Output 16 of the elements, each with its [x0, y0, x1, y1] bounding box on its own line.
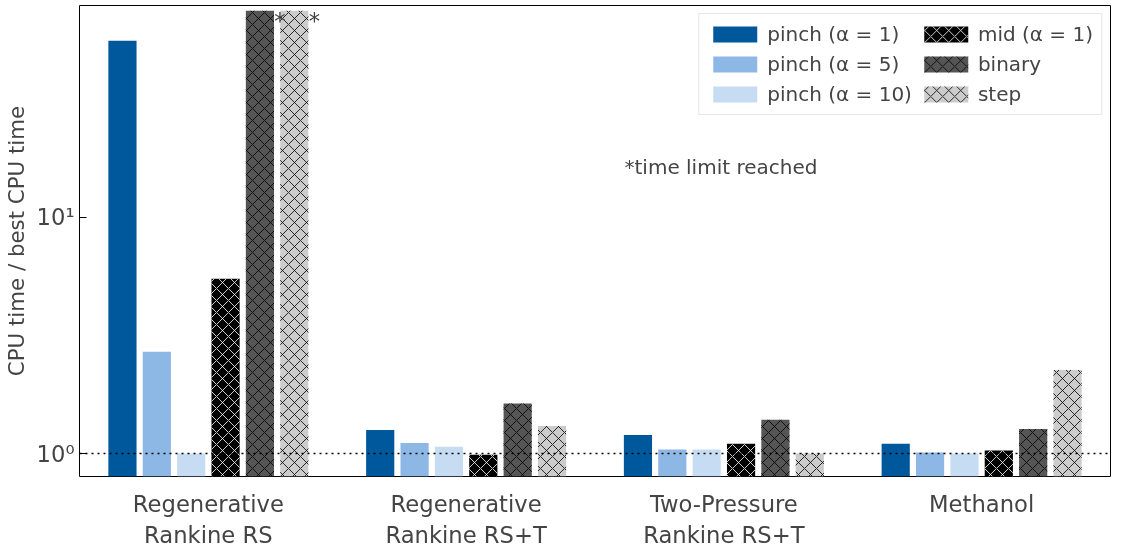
x-tick-label: Regenerative Rankine RS: [132, 490, 284, 548]
legend-label: pinch (α = 1): [767, 22, 900, 46]
x-tick-label: Methanol: [929, 490, 1035, 517]
legend-label: step: [977, 82, 1022, 106]
legend-label: mid (α = 1): [977, 22, 1093, 46]
legend-label: binary: [977, 52, 1042, 76]
annotation: *: [308, 7, 321, 34]
y-tick-label: 10¹: [36, 204, 75, 231]
legend-label: pinch (α = 10): [767, 82, 912, 106]
legend-label: pinch (α = 5): [767, 52, 900, 76]
annotation: *: [274, 7, 286, 34]
y-axis-title: CPU time / best CPU time: [3, 105, 29, 377]
x-tick-label: Regenerative Rankine RS+T: [385, 490, 547, 548]
x-tick-label: Two-Pressure Rankine RS+T: [643, 490, 805, 548]
annotation: *time limit reached: [624, 154, 818, 179]
y-tick-label: 10⁰: [36, 440, 75, 467]
